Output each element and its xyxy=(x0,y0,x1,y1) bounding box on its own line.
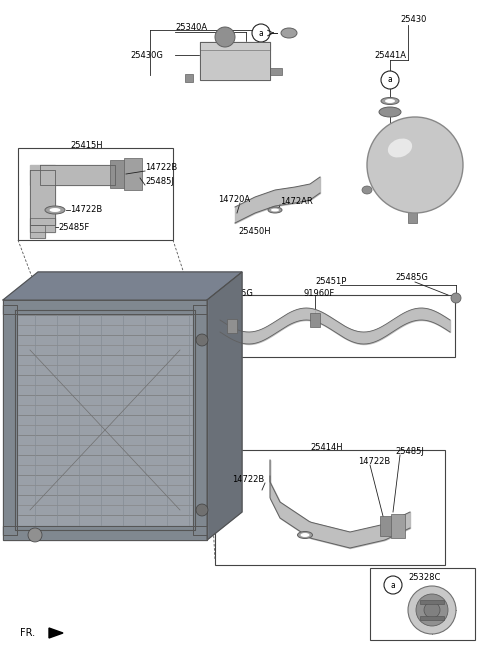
Bar xyxy=(408,208,417,223)
Circle shape xyxy=(381,71,399,89)
Text: 25414H: 25414H xyxy=(310,443,343,451)
Polygon shape xyxy=(3,305,17,535)
Text: 25415H: 25415H xyxy=(70,140,103,150)
Polygon shape xyxy=(3,300,207,314)
Text: 25340A: 25340A xyxy=(175,22,207,31)
Bar xyxy=(420,600,444,604)
Bar xyxy=(110,160,125,188)
Text: 14722B: 14722B xyxy=(358,457,390,466)
Bar xyxy=(227,319,237,333)
Text: 25450H: 25450H xyxy=(238,228,271,237)
Bar xyxy=(185,74,193,82)
Polygon shape xyxy=(30,165,55,185)
Polygon shape xyxy=(207,272,242,540)
Polygon shape xyxy=(30,225,45,238)
Bar xyxy=(215,295,455,357)
Text: 91960F: 91960F xyxy=(303,289,334,298)
Text: 25485J: 25485J xyxy=(145,178,174,186)
Circle shape xyxy=(384,576,402,594)
Ellipse shape xyxy=(298,531,312,539)
Ellipse shape xyxy=(45,206,65,214)
Text: FR.: FR. xyxy=(20,628,35,638)
Text: 1472AR: 1472AR xyxy=(280,197,313,207)
Ellipse shape xyxy=(300,533,310,537)
Text: 25451P: 25451P xyxy=(315,277,347,287)
Circle shape xyxy=(252,24,270,42)
Circle shape xyxy=(424,602,440,618)
Text: 25485J: 25485J xyxy=(395,447,424,457)
Text: 14722B: 14722B xyxy=(70,205,102,215)
Bar xyxy=(391,514,405,538)
Ellipse shape xyxy=(49,208,60,212)
Polygon shape xyxy=(15,310,195,530)
Text: 14722B: 14722B xyxy=(145,163,177,173)
Ellipse shape xyxy=(271,209,279,211)
Circle shape xyxy=(408,586,456,634)
Polygon shape xyxy=(3,272,242,300)
Text: 14722B: 14722B xyxy=(232,476,264,485)
Bar xyxy=(310,313,320,327)
Ellipse shape xyxy=(281,28,297,38)
Polygon shape xyxy=(3,526,207,540)
Circle shape xyxy=(215,27,235,47)
Polygon shape xyxy=(193,305,207,535)
Ellipse shape xyxy=(381,98,399,104)
Bar xyxy=(420,616,444,620)
Ellipse shape xyxy=(385,99,395,103)
Polygon shape xyxy=(200,42,270,50)
Polygon shape xyxy=(40,165,115,185)
Text: 25485F: 25485F xyxy=(58,222,89,232)
Bar xyxy=(18,148,173,240)
Polygon shape xyxy=(200,42,270,80)
Text: 25485G: 25485G xyxy=(220,289,253,298)
Polygon shape xyxy=(30,218,55,232)
Ellipse shape xyxy=(362,186,372,194)
Text: 25430: 25430 xyxy=(400,16,426,24)
Bar xyxy=(124,158,142,190)
Polygon shape xyxy=(30,170,55,225)
Text: 25328C: 25328C xyxy=(408,573,440,583)
Text: 25485G: 25485G xyxy=(395,274,428,283)
Text: 25310: 25310 xyxy=(80,305,110,315)
Text: a: a xyxy=(391,581,396,590)
Text: 14720A: 14720A xyxy=(218,195,250,205)
Text: a: a xyxy=(259,28,264,37)
Bar xyxy=(380,516,392,536)
Circle shape xyxy=(196,334,208,346)
Bar xyxy=(270,68,282,75)
Circle shape xyxy=(196,504,208,516)
Circle shape xyxy=(451,293,461,303)
Circle shape xyxy=(28,528,42,542)
Circle shape xyxy=(416,594,448,626)
Bar xyxy=(215,450,445,565)
Ellipse shape xyxy=(379,107,401,117)
Ellipse shape xyxy=(388,138,412,157)
Circle shape xyxy=(367,117,463,213)
Bar xyxy=(370,568,475,640)
Text: 25441A: 25441A xyxy=(374,51,406,60)
Ellipse shape xyxy=(268,207,282,213)
Polygon shape xyxy=(49,628,63,638)
Text: 25430G: 25430G xyxy=(130,51,163,60)
Text: a: a xyxy=(388,75,392,85)
